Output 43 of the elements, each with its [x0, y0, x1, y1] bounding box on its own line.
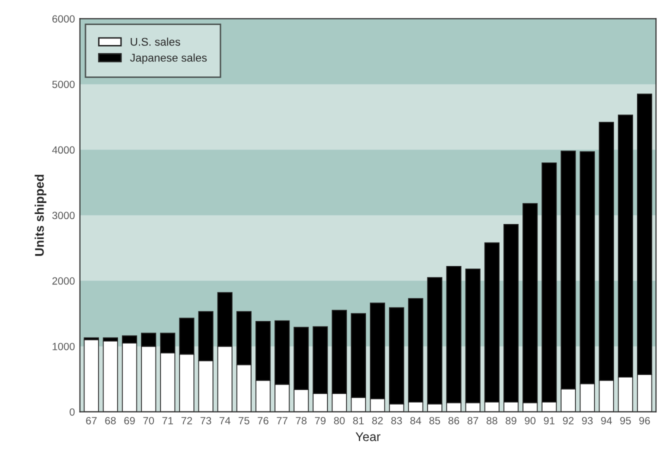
y-tick-label: 6000	[52, 15, 75, 23]
y-tick-label: 3000	[52, 212, 75, 220]
x-tick-label: 96	[639, 416, 650, 424]
y-axis-title: Units shipped	[34, 174, 46, 256]
bar	[84, 339, 99, 412]
x-tick-label: 83	[391, 416, 402, 424]
x-tick-label: 74	[220, 417, 230, 424]
x-tick-label: 94	[601, 416, 612, 424]
legend-label: U.S. sales	[130, 38, 180, 46]
x-tick-label: 77	[276, 417, 288, 424]
x-tick-label: 73	[200, 416, 212, 424]
bar	[102, 340, 118, 412]
x-tick-label: 90	[524, 416, 536, 424]
x-tick-label: 93	[582, 416, 593, 424]
y-tick-label: 4000	[52, 146, 75, 154]
x-tick-label: 79	[315, 416, 326, 424]
x-tick-label: 68	[105, 416, 116, 424]
x-tick-label: 84	[410, 416, 422, 424]
x-tick-label: 88	[486, 416, 498, 424]
legend-label: Japanese sales	[130, 54, 207, 64]
x-tick-label: 86	[448, 416, 460, 424]
x-tick-label: 69	[124, 416, 135, 424]
x-tick-label: 70	[143, 416, 154, 424]
x-tick-label: 67	[86, 416, 97, 424]
x-axis-title: Year	[356, 432, 380, 442]
x-tick-label: 95	[620, 416, 631, 424]
x-tick-label: 71	[162, 417, 173, 424]
y-tick-label: 0	[70, 408, 75, 416]
x-tick-label: 80	[334, 416, 345, 424]
x-tick-label: 82	[372, 416, 383, 424]
x-tick-label: 72	[181, 416, 192, 424]
x-tick-label: 75	[238, 417, 250, 424]
x-tick-label: 92	[562, 416, 574, 424]
x-tick-label: 81	[353, 416, 364, 424]
y-tick-label: 1000	[52, 342, 75, 350]
x-tick-label: 76	[258, 416, 268, 424]
x-tick-label: 91	[544, 416, 554, 424]
y-tick-label: 2000	[52, 277, 75, 285]
x-tick-label: 85	[429, 416, 440, 424]
x-tick-label: 89	[506, 416, 516, 424]
x-tick-label: 78	[296, 416, 307, 424]
x-tick-label: 87	[468, 416, 478, 424]
y-tick-label: 5000	[52, 80, 75, 88]
